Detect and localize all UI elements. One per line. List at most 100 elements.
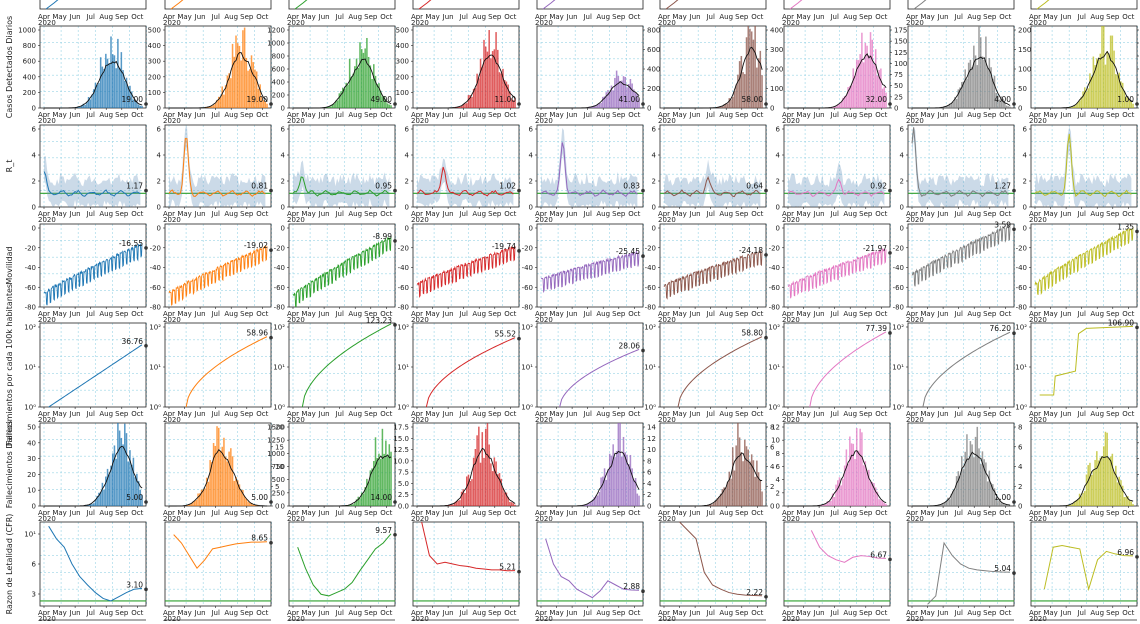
- x-year-label: 2020: [1029, 216, 1047, 224]
- x-year-label: 2020: [411, 117, 429, 125]
- data-bar: [626, 87, 628, 108]
- data-bar: [744, 439, 746, 506]
- y-tick-label: -20: [769, 244, 780, 252]
- data-bar: [507, 84, 509, 108]
- y-tick-label: 0: [529, 225, 533, 233]
- x-tick-label: Apr: [38, 609, 50, 617]
- data-bar: [497, 49, 499, 108]
- data-bar: [1094, 65, 1096, 108]
- x-tick-label: May: [425, 13, 439, 21]
- y-tick-label: 0: [157, 105, 161, 113]
- x-tick-label: Aug: [843, 111, 857, 119]
- panel-frame: [39, 223, 147, 308]
- data-bar: [627, 464, 630, 506]
- data-bar: [460, 105, 463, 108]
- data-bar: [610, 455, 613, 506]
- x-tick-label: Apr: [163, 609, 175, 617]
- x-tick-label: Aug: [843, 509, 857, 517]
- x-year-label: 2020: [906, 316, 924, 324]
- x-tick-label: Aug: [472, 310, 486, 318]
- data-bar: [745, 37, 748, 108]
- y-tick-label: -40: [645, 264, 656, 272]
- data-bar: [347, 84, 349, 108]
- x-tick-label: Jun: [318, 410, 330, 418]
- y-tick-label: 400: [770, 27, 783, 35]
- x-tick-label: Sep: [983, 13, 997, 21]
- x-year-label: 2020: [782, 117, 800, 125]
- x-year-label: 2020: [287, 416, 305, 424]
- y-tick-label: 0: [32, 225, 36, 233]
- data-bar: [966, 78, 968, 108]
- data-bar: [1116, 482, 1119, 506]
- y-tick-label: 2: [652, 178, 656, 186]
- panel-frame: [288, 223, 396, 308]
- y-tick-label: 2: [647, 491, 651, 499]
- data-bar: [388, 444, 391, 506]
- x-tick-label: Jul: [582, 111, 592, 119]
- data-bar: [983, 459, 985, 506]
- x-tick-label: Aug: [472, 410, 486, 418]
- end-marker: [393, 532, 397, 537]
- data-bar: [1089, 73, 1091, 108]
- data-bar: [120, 52, 123, 108]
- data-bar: [231, 456, 234, 506]
- data-bar: [842, 478, 844, 506]
- x-tick-label: May: [796, 13, 810, 21]
- x-year-label: 2020: [1029, 19, 1047, 27]
- end-value-label: -25.45: [616, 247, 640, 256]
- y-tick-label: 1200: [267, 27, 285, 35]
- data-bar: [959, 87, 961, 108]
- data-bar: [1092, 470, 1095, 506]
- x-tick-label: Jul: [582, 13, 592, 21]
- data-bar: [757, 472, 760, 506]
- x-tick-label: Apr: [535, 410, 547, 418]
- x-tick-label: Jun: [689, 509, 701, 517]
- y-tick-label: 12.5: [393, 446, 409, 454]
- data-bar: [1123, 497, 1126, 506]
- x-tick-label: Aug: [967, 509, 981, 517]
- data-bar: [971, 67, 973, 108]
- x-tick-label: Oct: [628, 410, 640, 418]
- data-bar: [862, 465, 865, 506]
- x-year-label: 2020: [535, 19, 553, 27]
- data-bar: [998, 498, 1001, 506]
- data-bar: [459, 106, 461, 108]
- data-bar: [737, 423, 739, 506]
- data-bar: [878, 499, 880, 506]
- data-bar: [491, 51, 494, 108]
- end-value-label: 9.57: [375, 526, 392, 535]
- data-bar: [590, 502, 592, 506]
- x-tick-label: Sep: [612, 210, 626, 218]
- x-tick-label: Apr: [1029, 111, 1041, 119]
- x-tick-label: Aug: [224, 410, 238, 418]
- end-marker: [1012, 331, 1016, 336]
- x-tick-label: Aug: [843, 609, 857, 617]
- x-tick-label: Apr: [658, 310, 670, 318]
- data-bar: [87, 97, 90, 108]
- data-bar: [986, 68, 989, 108]
- end-marker: [641, 589, 645, 594]
- data-bar: [1070, 504, 1072, 506]
- data-bar: [1120, 480, 1122, 506]
- end-value-label: 76.20: [990, 324, 1012, 333]
- rolling-mean-line: [787, 53, 887, 109]
- data-bar: [96, 84, 98, 108]
- data-bar: [878, 70, 880, 108]
- data-bar: [634, 478, 637, 506]
- x-tick-label: Apr: [782, 210, 794, 218]
- data-bar: [124, 80, 126, 108]
- rolling-mean-line: [540, 450, 640, 507]
- data-bar: [979, 37, 982, 108]
- y-tick-label: 1000: [267, 40, 285, 48]
- data-bar: [955, 476, 958, 506]
- end-value-label: 8.65: [251, 534, 268, 543]
- data-bar: [211, 105, 213, 108]
- data-bar: [942, 503, 944, 506]
